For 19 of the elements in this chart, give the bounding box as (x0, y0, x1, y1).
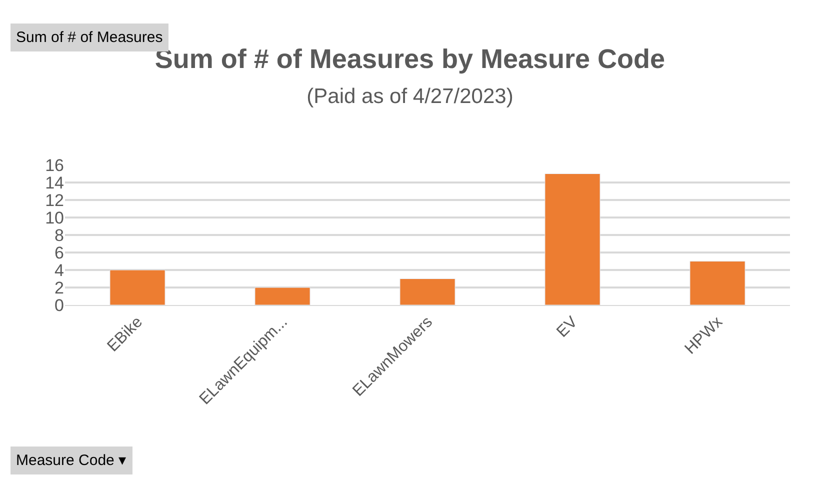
x-tick-label: EV (554, 313, 582, 341)
y-tick-label: 8 (54, 226, 64, 245)
y-tick-label: 4 (54, 260, 64, 280)
bar (690, 261, 746, 305)
y-tick-label: 14 (45, 173, 64, 192)
chart-subtitle: (Paid as of 4/27/2023) (306, 85, 514, 108)
y-tick-label: 2 (54, 278, 64, 298)
y-tick-label: 10 (45, 208, 64, 228)
bar (254, 287, 310, 305)
y-tick-label: 16 (45, 156, 64, 175)
y-tick-label: 6 (54, 243, 64, 262)
bar (544, 174, 600, 305)
bar (400, 278, 456, 305)
chart-title: Sum of # of Measures by Measure Code (154, 44, 666, 74)
text: Sum of # of Measures (16, 29, 163, 46)
text: Measure Code ▾ (16, 452, 127, 469)
y-tick-label: 12 (45, 190, 64, 210)
bar (110, 270, 166, 305)
y-tick-label: 0 (54, 296, 64, 315)
